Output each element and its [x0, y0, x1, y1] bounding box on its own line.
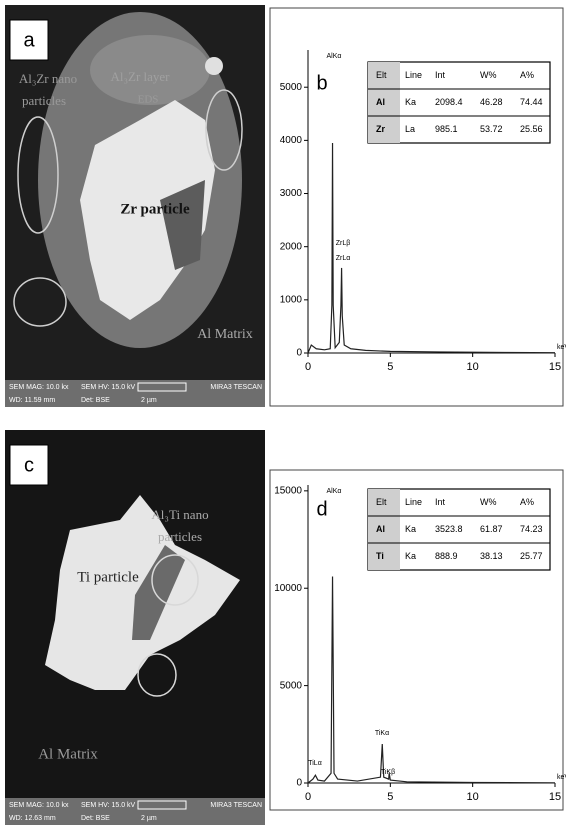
table-cell: 61.87	[480, 524, 503, 534]
y-tick-label: 4000	[280, 135, 303, 146]
spectrum-line	[307, 576, 556, 784]
image-annotation: particles	[22, 93, 66, 108]
image-annotation: Al Matrix	[197, 327, 253, 342]
image-annotation: Ti particle	[77, 569, 139, 585]
table-header: Int	[435, 497, 446, 507]
panel-frame	[269, 7, 564, 407]
info-bar-text: SEM MAG: 10.0 kx	[9, 802, 69, 809]
table-cell: 3523.8	[435, 524, 463, 534]
peak-label: TiLα	[308, 760, 322, 767]
table-cell: 888.9	[435, 551, 458, 561]
table-cell: La	[405, 124, 415, 134]
table-shade	[368, 489, 400, 570]
peak-label: ZrLα	[336, 255, 351, 262]
peak-label: TiKα	[375, 730, 389, 737]
info-bar-text: MIRA3 TESCAN	[210, 802, 262, 809]
info-bar-text: MIRA3 TESCAN	[210, 384, 262, 391]
y-tick-label: 1000	[280, 294, 303, 305]
info-bar-text: 2 µm	[141, 397, 157, 404]
info-bar-text: SEM HV: 15.0 kV	[81, 802, 136, 809]
panel-label: c	[24, 454, 34, 476]
table-cell: 2098.4	[435, 97, 463, 107]
table-header: Line	[405, 70, 422, 80]
x-tick-label: 5	[387, 791, 393, 803]
table-header: Int	[435, 70, 446, 80]
x-axis-label: keV	[557, 344, 566, 351]
x-tick-label: 15	[549, 791, 561, 803]
y-tick-label: 10000	[274, 583, 302, 594]
image-annotation: Zr particle	[120, 201, 190, 217]
x-tick-label: 0	[305, 791, 311, 803]
x-tick-label: 10	[467, 361, 479, 373]
x-tick-label: 0	[305, 361, 311, 373]
y-tick-label: 3000	[280, 188, 303, 199]
x-axis-label: keV	[557, 774, 566, 781]
info-bar-text: SEM MAG: 10.0 kx	[9, 384, 69, 391]
x-tick-label: 15	[549, 361, 561, 373]
y-tick-label: 15000	[274, 485, 302, 496]
table-cell: 74.23	[520, 524, 543, 534]
sem-image-c	[5, 430, 265, 825]
y-tick-label: 0	[296, 348, 302, 359]
sem-image-a	[5, 5, 265, 407]
panel-label: d	[316, 498, 327, 520]
peak-label: ZrLβ	[336, 240, 351, 247]
table-cell: 46.28	[480, 97, 503, 107]
info-bar-text: WD: 12.63 mm	[9, 815, 56, 822]
table-cell: Ka	[405, 551, 416, 561]
x-tick-label: 10	[467, 791, 479, 803]
panel-label: b	[316, 72, 327, 94]
spectrum-line	[307, 143, 556, 354]
peak-label: AlKα	[327, 53, 342, 60]
info-bar-text: SEM HV: 15.0 kV	[81, 384, 136, 391]
y-tick-label: 0	[296, 778, 302, 789]
peak-label: TiKβ	[381, 769, 395, 776]
scale-bar	[137, 800, 187, 810]
info-bar-text: 2 µm	[141, 815, 157, 822]
table-shade	[368, 62, 400, 143]
table-header: W%	[480, 70, 497, 80]
y-tick-label: 5000	[280, 82, 303, 93]
table-cell: 985.1	[435, 124, 458, 134]
table-cell: 25.77	[520, 551, 543, 561]
table-header: Line	[405, 497, 422, 507]
table-cell: 74.44	[520, 97, 543, 107]
table-cell: Zr	[376, 124, 385, 134]
image-annotation: particles	[158, 529, 202, 544]
table-cell: Ka	[405, 97, 416, 107]
panel-label: a	[23, 29, 35, 51]
image-annotation: Al₃Zr nano	[19, 71, 77, 86]
info-bar-text: WD: 11.59 mm	[9, 397, 55, 404]
info-bar-text: Det: BSE	[81, 815, 110, 822]
table-header: A%	[520, 497, 534, 507]
image-annotation: EDS	[138, 94, 159, 106]
image-annotation: Al₃Ti nano	[151, 507, 208, 522]
table-cell: 38.13	[480, 551, 503, 561]
table-cell: 25.56	[520, 124, 543, 134]
table-cell: Al	[376, 97, 385, 107]
scale-bar	[137, 382, 187, 392]
table-header: Elt	[376, 497, 387, 507]
table-cell: Al	[376, 524, 385, 534]
y-tick-label: 2000	[280, 241, 303, 252]
peak-label: AlKα	[327, 488, 342, 495]
table-header: W%	[480, 497, 497, 507]
table-header: Elt	[376, 70, 387, 80]
table-cell: Ti	[376, 551, 384, 561]
table-cell: 53.72	[480, 124, 503, 134]
y-tick-label: 5000	[280, 680, 303, 691]
image-annotation: Al₃Zr layer	[110, 69, 170, 84]
table-cell: Ka	[405, 524, 416, 534]
image-annotation: Al Matrix	[38, 746, 98, 762]
x-tick-label: 5	[387, 361, 393, 373]
info-bar-text: Det: BSE	[81, 397, 110, 404]
table-header: A%	[520, 70, 534, 80]
panel-frame	[269, 469, 564, 811]
